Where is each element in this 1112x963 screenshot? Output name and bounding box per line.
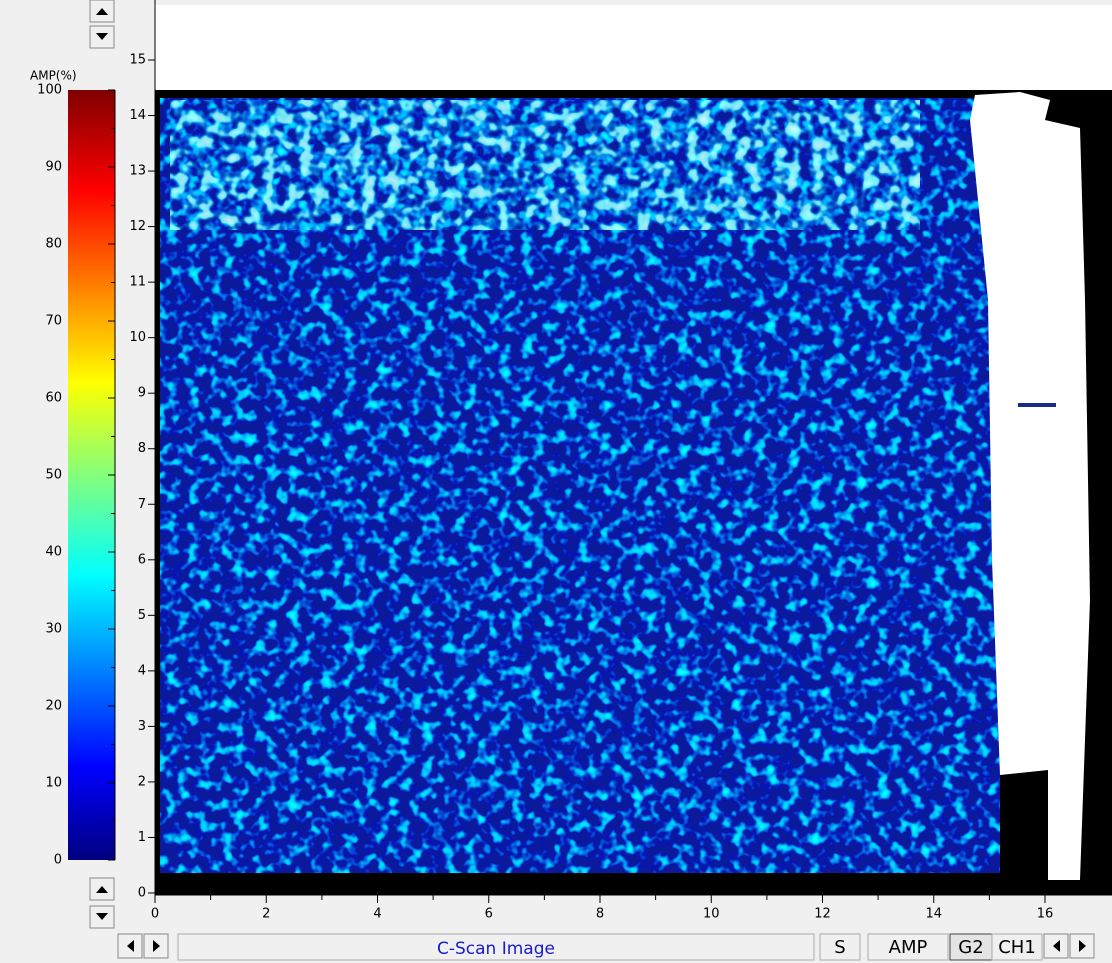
colorbar-tick-label: 40: [45, 545, 62, 560]
scan-spot: [1018, 403, 1056, 407]
arrow: [1079, 940, 1086, 952]
y-tick-label: 1: [138, 830, 146, 845]
toolbar-button[interactable]: [819, 933, 861, 961]
arrow: [96, 8, 108, 15]
arrow: [127, 940, 134, 952]
title-box: [177, 933, 815, 961]
toolbar-button[interactable]: [867, 933, 949, 961]
y-tick-label: 0: [138, 886, 146, 901]
x-tick-label: 12: [814, 907, 831, 922]
toolbar-button-label: G2: [958, 937, 983, 958]
toolbar-button[interactable]: [949, 933, 993, 961]
y-tick-label: 15: [129, 53, 146, 68]
colorbar-tick-label: 90: [45, 160, 62, 175]
x-tick-label: 4: [373, 907, 381, 922]
scroll-buttons: [89, 0, 1095, 959]
y-tick-label: 14: [129, 108, 146, 123]
colorbar-tick-label: 80: [45, 237, 62, 252]
x-tick-label: 16: [1037, 907, 1054, 922]
x-tick-label: 14: [925, 907, 942, 922]
colorbar-tick-label: 20: [45, 699, 62, 714]
colorbar: [68, 90, 115, 860]
colorbar-tick-label: 0: [54, 853, 62, 868]
scan-void: [970, 92, 1090, 880]
y-tick-label: 10: [129, 330, 146, 345]
x-tick-label: 0: [151, 907, 159, 922]
arrow: [1053, 940, 1060, 952]
y-tick-label: 7: [138, 497, 146, 512]
scan-texture-top: [170, 100, 920, 230]
y-tick-label: 6: [138, 552, 146, 567]
arrow: [96, 33, 108, 40]
colorbar-tick-label: 70: [45, 314, 62, 329]
y-tick-label: 3: [138, 719, 146, 734]
x-tick-label: 2: [262, 907, 270, 922]
y-tick-label: 12: [129, 219, 146, 234]
x-tick-label: 8: [596, 907, 604, 922]
arrow: [96, 913, 108, 920]
colorbar-tick-label: 30: [45, 622, 62, 637]
y-tick-label: 4: [138, 663, 146, 678]
y-tick-label: 8: [138, 441, 146, 456]
toolbar-button-label: AMP: [889, 937, 928, 958]
x-tick-label: 6: [485, 907, 493, 922]
colorbar-tick-label: 10: [45, 776, 62, 791]
toolbar-button-label: S: [834, 937, 845, 958]
colorbar-tick-label: 50: [45, 468, 62, 483]
colorbar-label: AMP(%): [30, 69, 77, 83]
y-tick-label: 13: [129, 164, 146, 179]
scroll-left[interactable]: [1043, 933, 1069, 959]
arrow: [153, 940, 160, 952]
y-tick-label: 9: [138, 386, 146, 401]
toolbar-button-label: CH1: [998, 937, 1036, 958]
y-tick-label: 5: [138, 608, 146, 623]
x-tick-label: 10: [703, 907, 720, 922]
footer-title: C-Scan Image: [437, 939, 555, 959]
colorbar-tick-label: 60: [45, 391, 62, 406]
y-tick-label: 11: [129, 275, 146, 290]
toolbar-button[interactable]: [991, 933, 1043, 961]
colorbar-tick-label: 100: [37, 83, 62, 98]
arrow: [96, 886, 108, 893]
y-tick-label: 2: [138, 774, 146, 789]
